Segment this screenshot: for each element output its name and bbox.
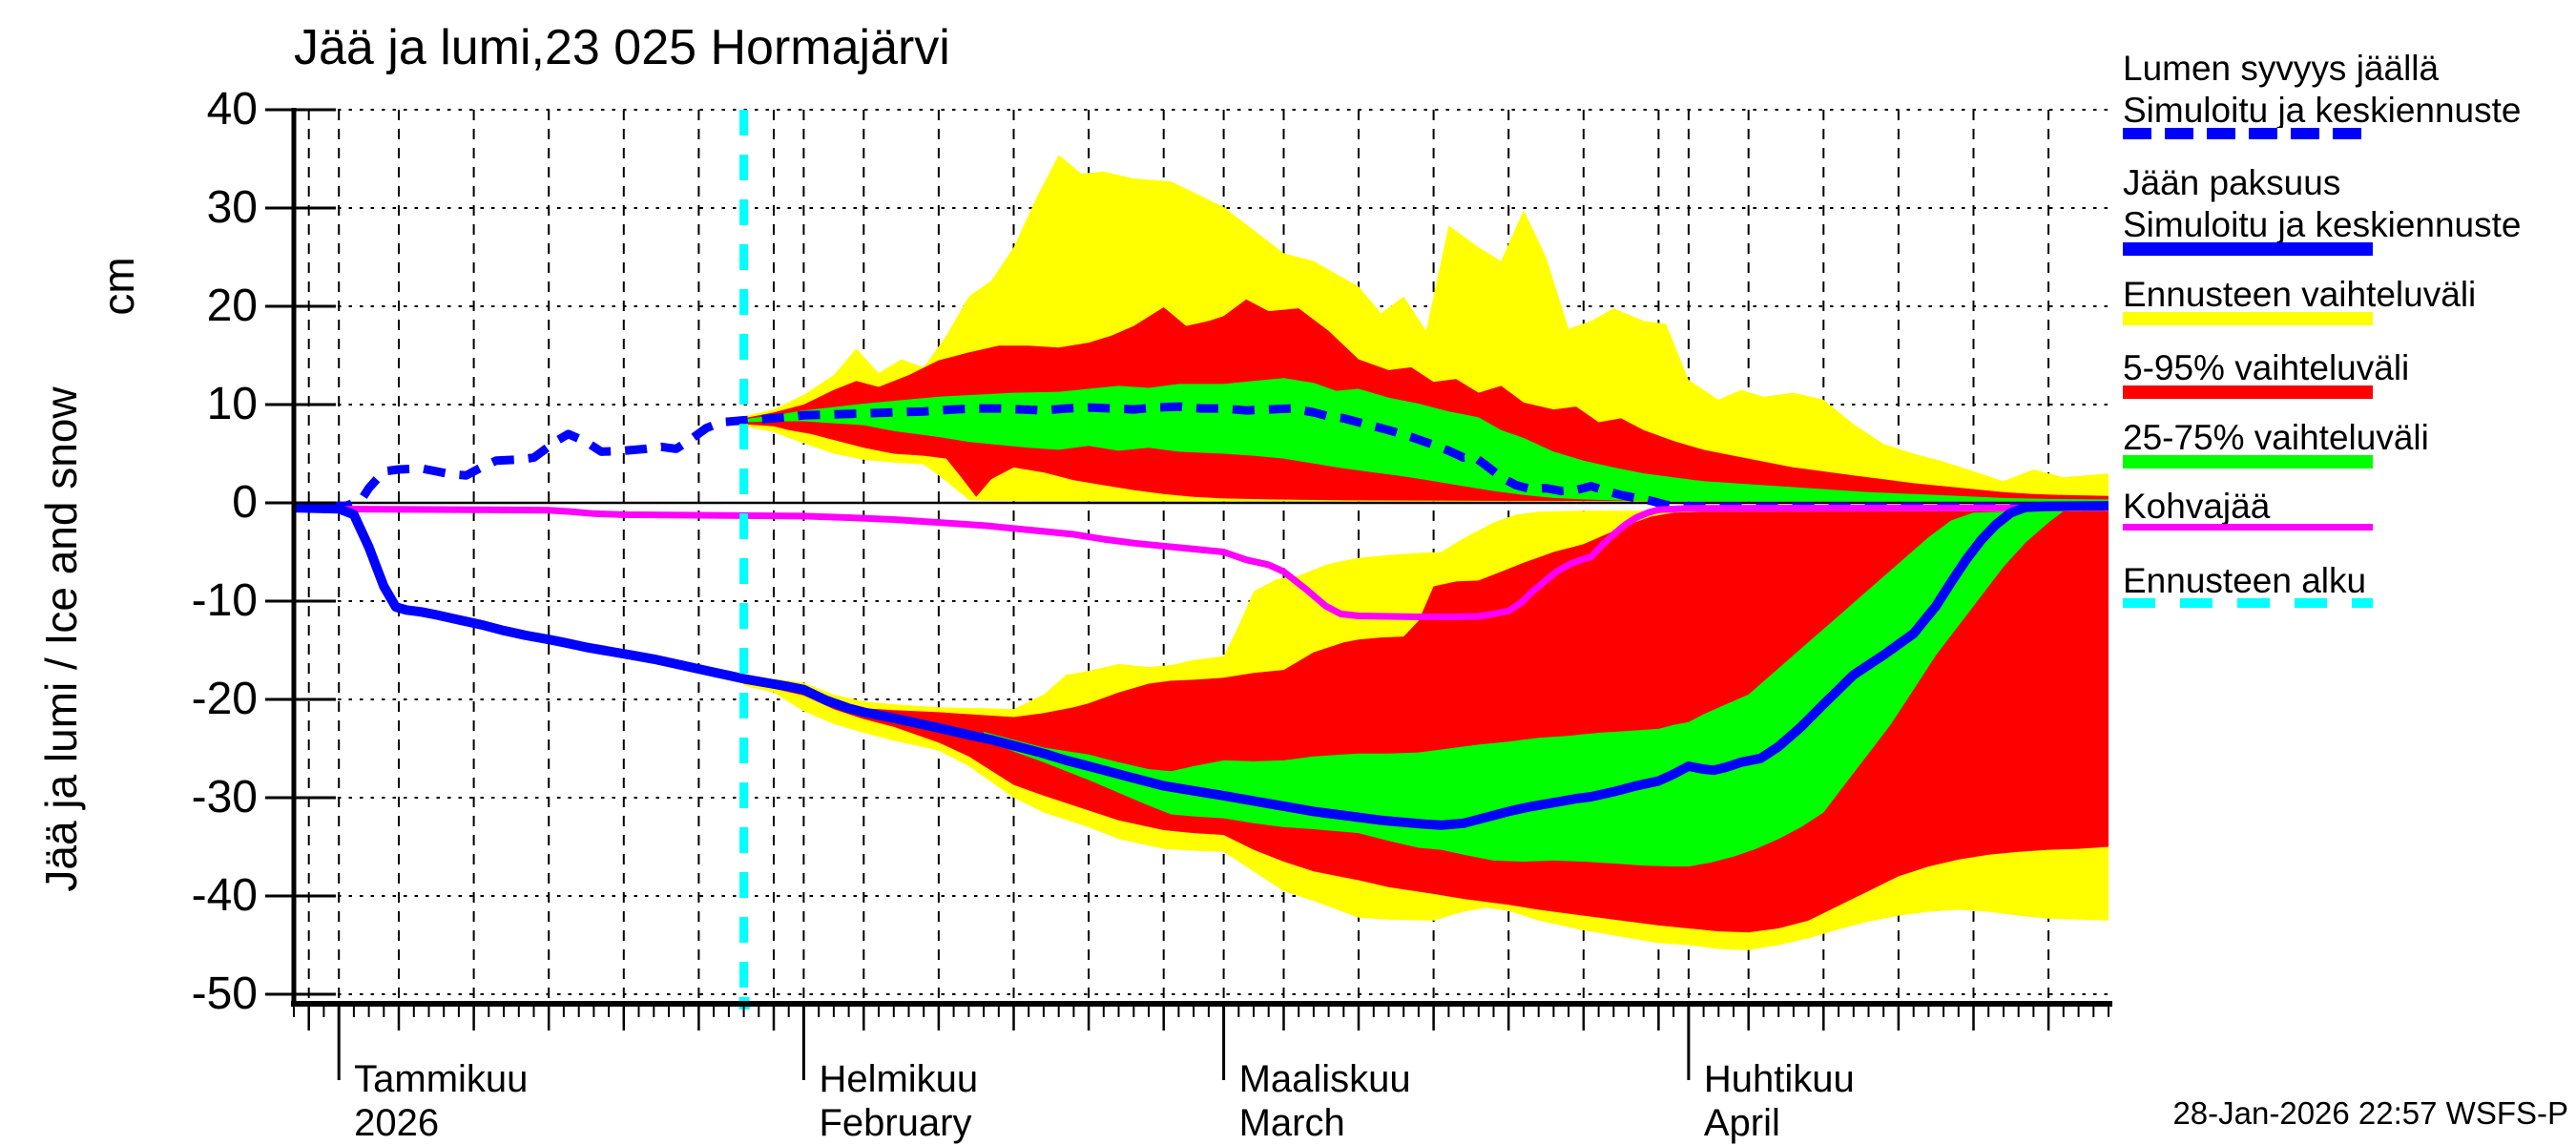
snow-ice-line [293,504,2109,620]
y-tick-label: -10 [191,575,258,626]
legend-line-range-5-95 [2123,385,2373,399]
snow-depth-line [294,402,2109,511]
legend-label-ice-thickness: Jään paksuus [2123,163,2341,202]
chart-title: Jää ja lumi,23 025 Hormajärvi [294,20,950,75]
band-ice-25-75 [984,510,2064,867]
x-month-label: Huhtikuu April [1703,1058,1855,1144]
legend: Lumen syvyys jäällä Simuloitu ja keskienn… [2123,0,2571,668]
x-month-label: Maaliskuu March [1238,1058,1411,1144]
y-tick-label: 20 [206,281,258,331]
y-tick-label: -30 [191,772,258,822]
legend-line-forecast-range [2123,312,2373,325]
legend-label-range-5-95: 5-95% vaihteluväli [2123,348,2410,387]
y-tick-label: 30 [206,182,258,233]
legend-line-ice-thickness [2123,242,2373,256]
legend-line-forecast-start [2123,598,2373,608]
ice-thickness-line [293,501,2109,830]
legend-label-ice-thickness: Simuloitu ja keskiennuste [2123,205,2522,244]
y-tick-label: 40 [206,84,258,135]
x-month-label: Tammikuu 2026 [354,1058,529,1144]
legend-label-snow-ice: Kohvajää [2123,487,2271,526]
timestamp: 28-Jan-2026 22:57 WSFS-P [2172,1095,2568,1131]
legend-label-range-25-75: 25-75% vaihteluväli [2123,418,2429,457]
legend-line-snow-depth-on-ice [2123,128,2373,139]
legend-label-snow-depth-on-ice: Lumen syvyys jäällä [2123,49,2440,88]
legend-line-range-25-75 [2123,455,2373,468]
y-tick-label: 0 [232,477,258,528]
y-tick-label: -20 [191,674,258,724]
y-tick-label: -50 [191,968,258,1019]
x-month-label: Helmikuu February [819,1058,979,1144]
band-snow-5-95 [743,299,2109,502]
y-tick-label: -40 [191,870,258,921]
y-tick-label: 10 [206,379,258,429]
legend-line-snow-ice [2123,524,2373,531]
legend-label-forecast-range: Ennusteen vaihteluväli [2123,275,2477,314]
legend-label-snow-depth-on-ice: Simuloitu ja keskiennuste [2123,91,2522,130]
legend-label-forecast-start: Ennusteen alku [2123,561,2367,600]
